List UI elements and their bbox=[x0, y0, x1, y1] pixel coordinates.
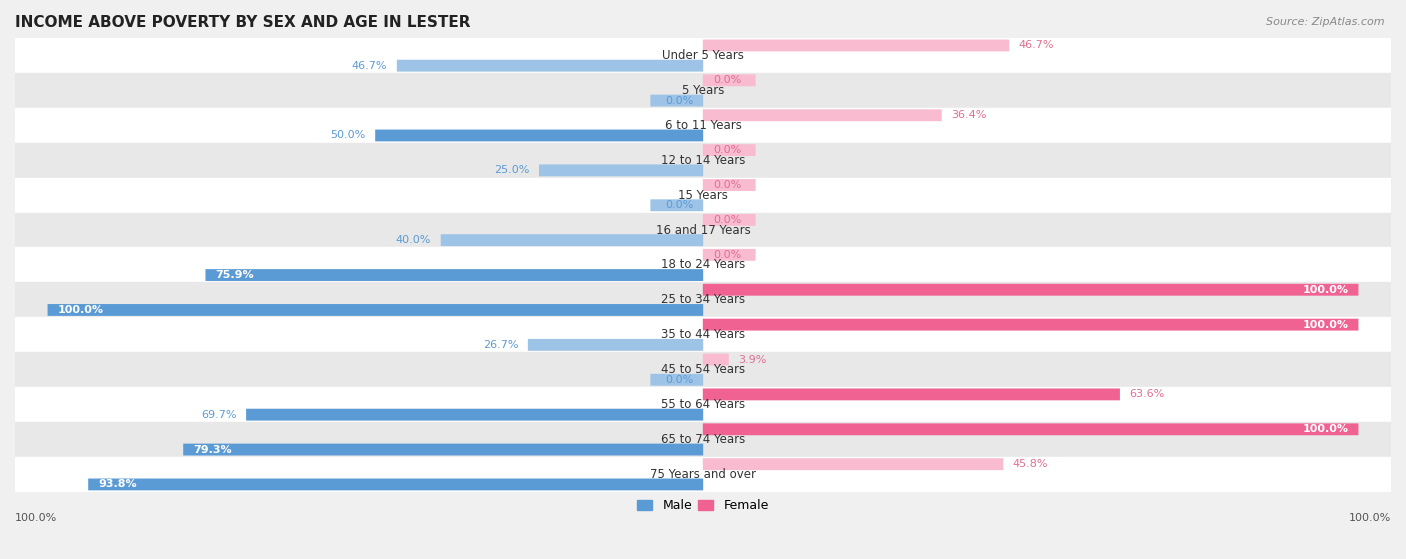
Text: 6 to 11 Years: 6 to 11 Years bbox=[665, 119, 741, 132]
Text: 100.0%: 100.0% bbox=[15, 513, 58, 523]
Bar bbox=[15, 352, 1391, 387]
Text: 100.0%: 100.0% bbox=[58, 305, 104, 315]
Bar bbox=[15, 212, 1391, 248]
Text: 75 Years and over: 75 Years and over bbox=[650, 468, 756, 481]
FancyBboxPatch shape bbox=[703, 179, 755, 191]
FancyBboxPatch shape bbox=[703, 319, 1358, 330]
FancyBboxPatch shape bbox=[527, 339, 703, 351]
Text: 100.0%: 100.0% bbox=[1348, 513, 1391, 523]
FancyBboxPatch shape bbox=[703, 40, 1010, 51]
FancyBboxPatch shape bbox=[703, 458, 1004, 470]
Bar bbox=[15, 38, 1391, 73]
Bar bbox=[15, 422, 1391, 457]
Text: Source: ZipAtlas.com: Source: ZipAtlas.com bbox=[1267, 17, 1385, 27]
Text: 26.7%: 26.7% bbox=[482, 340, 519, 350]
FancyBboxPatch shape bbox=[703, 249, 755, 260]
Text: 3.9%: 3.9% bbox=[738, 354, 766, 364]
Text: 50.0%: 50.0% bbox=[330, 130, 366, 140]
Bar bbox=[15, 73, 1391, 108]
Bar bbox=[15, 248, 1391, 282]
Text: 46.7%: 46.7% bbox=[352, 61, 387, 70]
FancyBboxPatch shape bbox=[703, 423, 1358, 435]
Text: 16 and 17 Years: 16 and 17 Years bbox=[655, 224, 751, 236]
Bar bbox=[15, 318, 1391, 352]
Text: 5 Years: 5 Years bbox=[682, 84, 724, 97]
Text: 35 to 44 Years: 35 to 44 Years bbox=[661, 328, 745, 341]
Text: 63.6%: 63.6% bbox=[1129, 390, 1164, 400]
Text: 93.8%: 93.8% bbox=[98, 480, 136, 490]
Text: 0.0%: 0.0% bbox=[713, 180, 741, 190]
Bar bbox=[15, 387, 1391, 422]
Legend: Male, Female: Male, Female bbox=[633, 494, 773, 517]
FancyBboxPatch shape bbox=[651, 94, 703, 107]
FancyBboxPatch shape bbox=[246, 409, 703, 420]
Text: 0.0%: 0.0% bbox=[665, 375, 693, 385]
FancyBboxPatch shape bbox=[538, 164, 703, 176]
Text: 65 to 74 Years: 65 to 74 Years bbox=[661, 433, 745, 446]
Text: 69.7%: 69.7% bbox=[201, 410, 236, 420]
Text: 0.0%: 0.0% bbox=[665, 200, 693, 210]
FancyBboxPatch shape bbox=[703, 110, 942, 121]
FancyBboxPatch shape bbox=[703, 389, 1121, 400]
Text: INCOME ABOVE POVERTY BY SEX AND AGE IN LESTER: INCOME ABOVE POVERTY BY SEX AND AGE IN L… bbox=[15, 15, 471, 30]
FancyBboxPatch shape bbox=[651, 200, 703, 211]
Text: 25.0%: 25.0% bbox=[494, 165, 530, 176]
FancyBboxPatch shape bbox=[703, 354, 728, 366]
Text: 45 to 54 Years: 45 to 54 Years bbox=[661, 363, 745, 376]
Text: 100.0%: 100.0% bbox=[1302, 285, 1348, 295]
FancyBboxPatch shape bbox=[48, 304, 703, 316]
Bar bbox=[15, 282, 1391, 318]
FancyBboxPatch shape bbox=[183, 444, 703, 456]
Text: 25 to 34 Years: 25 to 34 Years bbox=[661, 293, 745, 306]
FancyBboxPatch shape bbox=[703, 144, 755, 156]
FancyBboxPatch shape bbox=[440, 234, 703, 246]
FancyBboxPatch shape bbox=[396, 60, 703, 72]
Text: 79.3%: 79.3% bbox=[193, 444, 232, 454]
Text: 0.0%: 0.0% bbox=[713, 250, 741, 260]
FancyBboxPatch shape bbox=[205, 269, 703, 281]
Text: Under 5 Years: Under 5 Years bbox=[662, 49, 744, 62]
Bar bbox=[15, 457, 1391, 492]
Text: 0.0%: 0.0% bbox=[713, 75, 741, 86]
Text: 40.0%: 40.0% bbox=[395, 235, 432, 245]
Text: 100.0%: 100.0% bbox=[1302, 320, 1348, 330]
Text: 100.0%: 100.0% bbox=[1302, 424, 1348, 434]
Text: 15 Years: 15 Years bbox=[678, 188, 728, 202]
Text: 55 to 64 Years: 55 to 64 Years bbox=[661, 398, 745, 411]
Text: 18 to 24 Years: 18 to 24 Years bbox=[661, 258, 745, 272]
Text: 0.0%: 0.0% bbox=[713, 145, 741, 155]
Text: 75.9%: 75.9% bbox=[215, 270, 254, 280]
Text: 36.4%: 36.4% bbox=[952, 110, 987, 120]
FancyBboxPatch shape bbox=[89, 479, 703, 490]
Text: 46.7%: 46.7% bbox=[1019, 40, 1054, 50]
FancyBboxPatch shape bbox=[375, 130, 703, 141]
FancyBboxPatch shape bbox=[703, 284, 1358, 296]
Text: 0.0%: 0.0% bbox=[665, 96, 693, 106]
FancyBboxPatch shape bbox=[703, 74, 755, 86]
Text: 45.8%: 45.8% bbox=[1012, 459, 1049, 469]
Bar bbox=[15, 108, 1391, 143]
FancyBboxPatch shape bbox=[703, 214, 755, 226]
Text: 12 to 14 Years: 12 to 14 Years bbox=[661, 154, 745, 167]
Text: 0.0%: 0.0% bbox=[713, 215, 741, 225]
Bar bbox=[15, 143, 1391, 178]
Bar bbox=[15, 178, 1391, 212]
FancyBboxPatch shape bbox=[651, 374, 703, 386]
